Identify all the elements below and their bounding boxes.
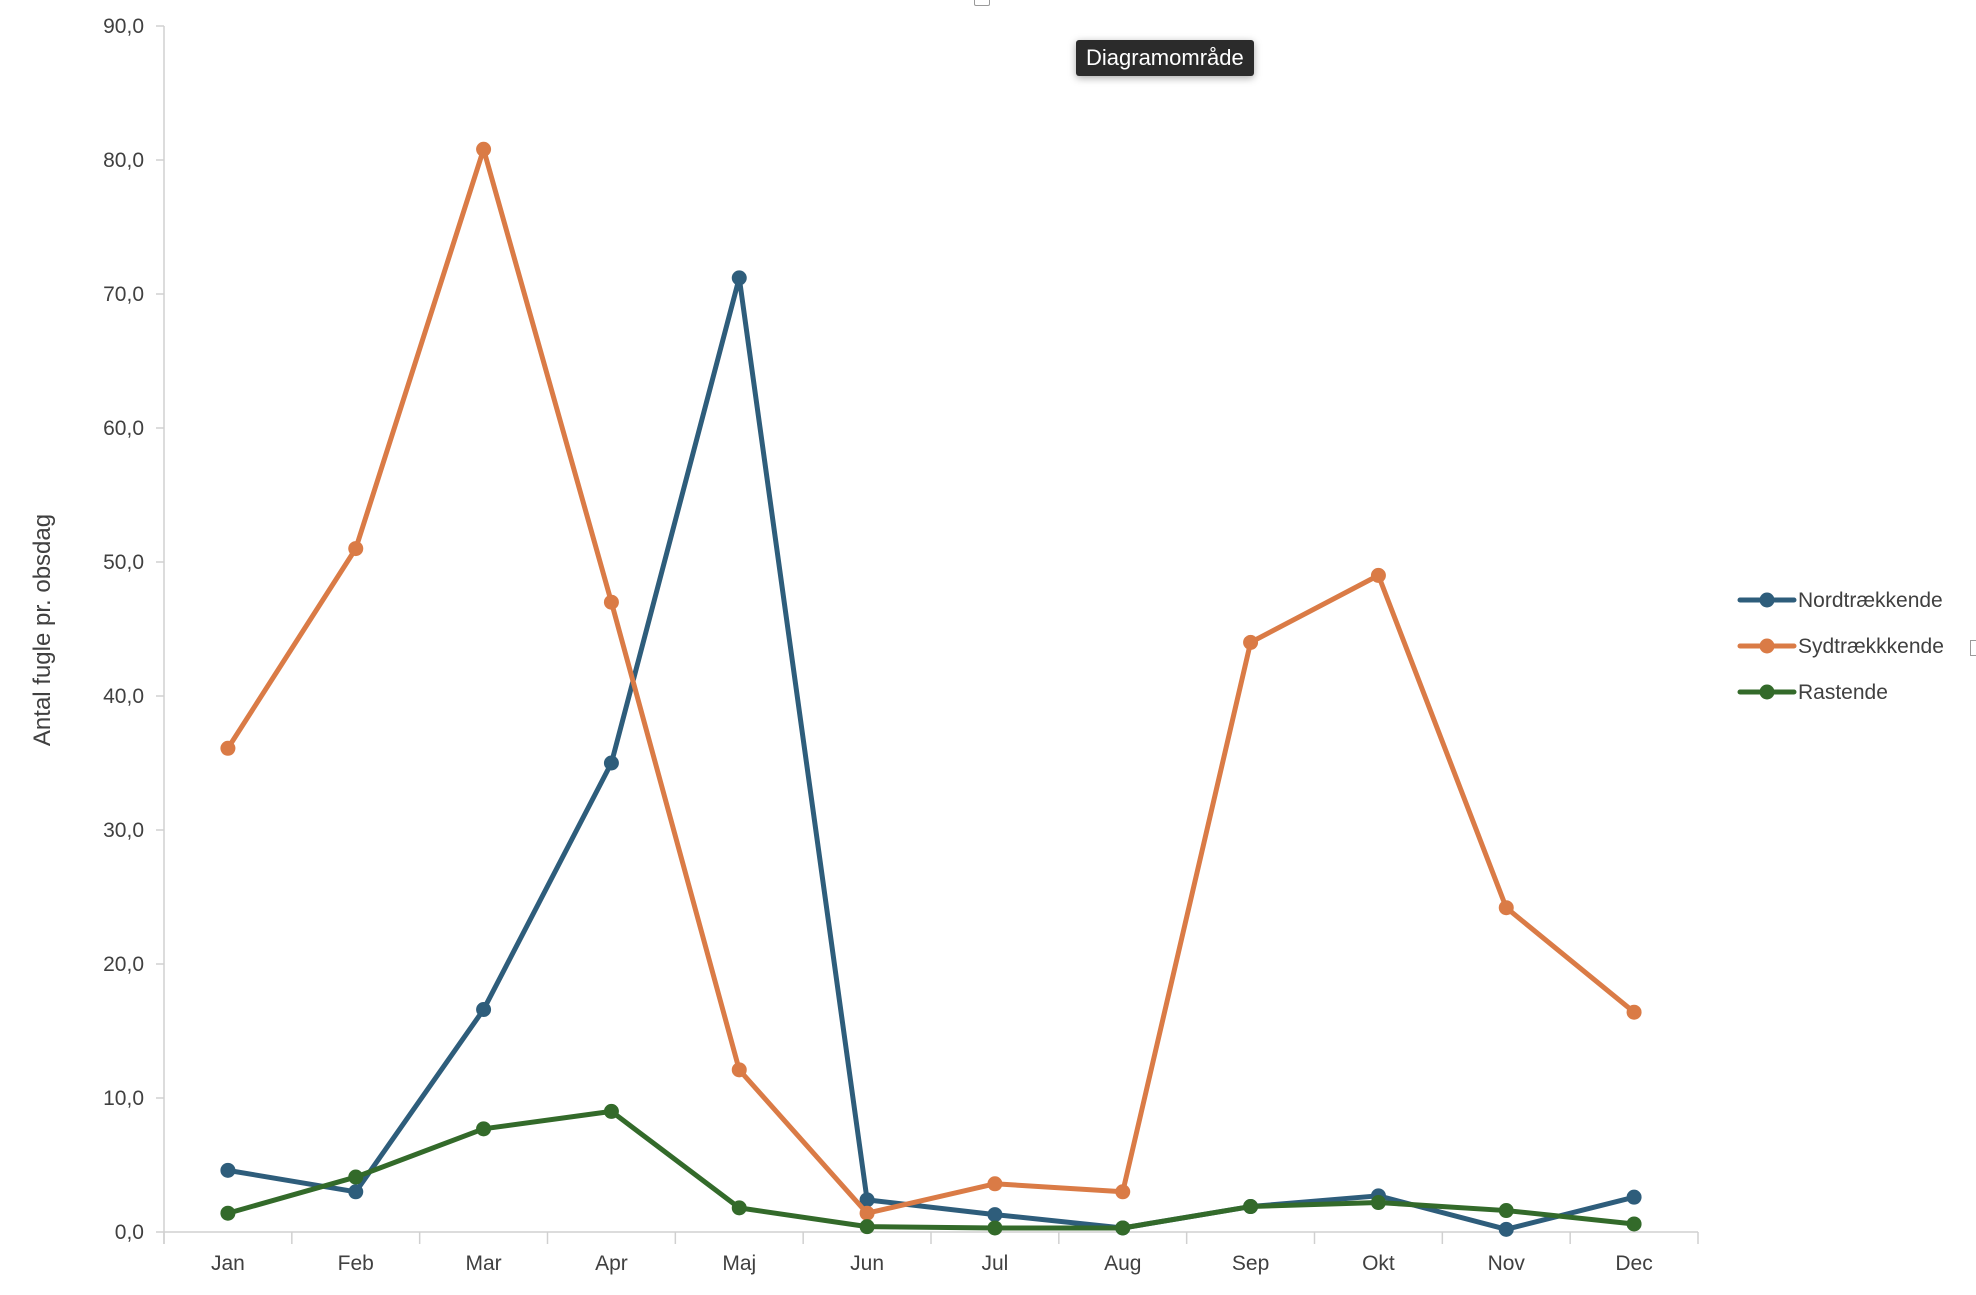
y-tick-label: 20,0 <box>103 953 144 976</box>
series-line <box>225 146 1637 1216</box>
data-point[interactable] <box>1243 1199 1259 1215</box>
x-tick-label: Mar <box>465 1252 501 1275</box>
data-point[interactable] <box>731 1062 747 1078</box>
x-tick-label: Nov <box>1488 1252 1526 1275</box>
data-point[interactable] <box>1115 1184 1131 1200</box>
axes: 0,0 10,0 20,0 30,0 40,0 50,0 60,0 70,0 80,0 90,0 J… <box>103 15 1699 1275</box>
data-point[interactable] <box>220 1162 236 1178</box>
x-tick-label: Dec <box>1615 1252 1652 1275</box>
legend-label: Rastende <box>1798 681 1888 704</box>
legend-swatch-marker <box>1759 592 1775 608</box>
y-axis-title: Antal fugle pr. obsdag <box>29 514 56 746</box>
data-point[interactable] <box>1115 1220 1131 1236</box>
data-point[interactable] <box>1626 1004 1642 1020</box>
y-tick-label: 60,0 <box>103 417 144 440</box>
data-point[interactable] <box>987 1220 1003 1236</box>
legend-swatch-marker <box>1759 638 1775 654</box>
data-point[interactable] <box>1626 1216 1642 1232</box>
data-point[interactable] <box>1370 1195 1386 1211</box>
series-line <box>225 275 1637 1232</box>
x-tick-label: Jan <box>211 1252 245 1275</box>
y-tick-label: 10,0 <box>103 1087 144 1110</box>
data-point[interactable] <box>1498 1221 1514 1237</box>
data-point[interactable] <box>220 740 236 756</box>
data-point[interactable] <box>603 594 619 610</box>
legend-entry[interactable]: Sydtrækkkende <box>1737 635 1944 658</box>
data-point[interactable] <box>1370 567 1386 583</box>
data-point[interactable] <box>476 1121 492 1137</box>
x-tick-label: Jul <box>981 1252 1008 1275</box>
x-tick-label: Okt <box>1362 1252 1395 1275</box>
x-tick-label: Jun <box>850 1252 884 1275</box>
y-tick-label: 30,0 <box>103 819 144 842</box>
legend-label: Sydtrækkkende <box>1798 635 1944 658</box>
data-point[interactable] <box>859 1219 875 1235</box>
data-point[interactable] <box>859 1205 875 1221</box>
data-point[interactable] <box>1243 634 1259 650</box>
y-tick-label: 80,0 <box>103 149 144 172</box>
data-point[interactable] <box>603 1103 619 1119</box>
legend-entry[interactable]: Nordtrækkende <box>1737 589 1943 612</box>
series-nordtrækkende <box>220 270 1642 1237</box>
data-point[interactable] <box>731 1200 747 1216</box>
y-tick-label: 50,0 <box>103 551 144 574</box>
series-rastende <box>220 1103 1642 1236</box>
data-point[interactable] <box>603 755 619 771</box>
series-line <box>225 1108 1637 1231</box>
legend[interactable]: Nordtrækkende Sydtrækkkende Rastende <box>1737 589 1944 704</box>
chart-area-tooltip: Diagramområde <box>1076 40 1254 76</box>
resize-handle-right[interactable] <box>1970 640 1976 656</box>
data-point[interactable] <box>987 1176 1003 1192</box>
data-point[interactable] <box>1498 1203 1514 1219</box>
plot-series <box>220 141 1642 1237</box>
data-point[interactable] <box>731 270 747 286</box>
resize-handle-top[interactable] <box>974 0 990 6</box>
y-tick-label: 70,0 <box>103 283 144 306</box>
x-tick-label: Sep <box>1232 1252 1269 1275</box>
data-point[interactable] <box>348 1184 364 1200</box>
data-point[interactable] <box>1626 1189 1642 1205</box>
x-tick-label: Feb <box>338 1252 374 1275</box>
data-point[interactable] <box>348 1169 364 1185</box>
data-point[interactable] <box>348 541 364 557</box>
x-tick-label: Apr <box>595 1252 628 1275</box>
data-point[interactable] <box>1498 900 1514 916</box>
x-tick-label: Maj <box>722 1252 756 1275</box>
data-point[interactable] <box>220 1205 236 1221</box>
y-tick-label: 0,0 <box>115 1221 144 1244</box>
data-point[interactable] <box>476 1002 492 1018</box>
data-point[interactable] <box>987 1207 1003 1223</box>
legend-label: Nordtrækkende <box>1798 589 1943 612</box>
y-tick-label: 90,0 <box>103 15 144 38</box>
legend-swatch-marker <box>1759 684 1775 700</box>
data-point[interactable] <box>859 1192 875 1208</box>
data-point[interactable] <box>476 141 492 157</box>
x-tick-label: Aug <box>1104 1252 1141 1275</box>
series-sydtrækkkende <box>220 141 1642 1221</box>
legend-entry[interactable]: Rastende <box>1737 681 1888 704</box>
y-tick-label: 40,0 <box>103 685 144 708</box>
